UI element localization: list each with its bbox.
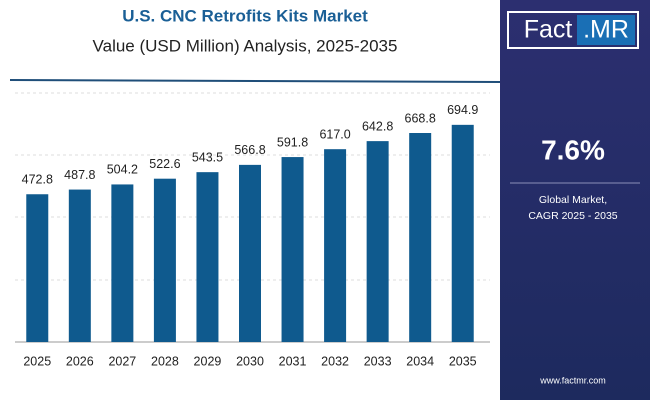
value-label: 543.5: [192, 150, 223, 164]
value-label: 566.8: [234, 143, 265, 157]
x-tick-label: 2035: [449, 354, 477, 368]
x-tick-label: 2025: [23, 354, 51, 368]
bar: [68, 189, 91, 342]
bar: [153, 178, 176, 342]
bar: [409, 133, 432, 342]
x-tick-label: 2028: [151, 354, 179, 368]
chart-title: U.S. CNC Retrofits Kits Market: [122, 6, 368, 25]
logo-box: [577, 15, 635, 45]
value-label: 617.0: [319, 127, 350, 141]
cagr-label: Global Market,: [539, 194, 607, 206]
website: www.factmr.com: [539, 375, 606, 385]
x-tick-label: 2029: [194, 354, 222, 368]
bar: [239, 164, 261, 342]
value-label: 522.6: [149, 157, 180, 171]
logo-text: Fact: [524, 16, 573, 44]
cagr-label: CAGR 2025 - 2035: [528, 210, 617, 222]
value-label: 504.2: [107, 163, 138, 177]
value-label: 487.8: [64, 168, 95, 182]
logo-text: .MR: [583, 16, 629, 44]
x-tick-label: 2030: [236, 354, 264, 368]
grid: [15, 92, 490, 281]
bar: [111, 184, 134, 342]
bar: [281, 157, 304, 342]
value-label: 472.8: [22, 173, 53, 187]
bar: [366, 141, 389, 342]
x-tick-label: 2026: [66, 354, 94, 368]
chart-subtitle: Value (USD Million) Analysis, 2025-2035: [93, 36, 398, 55]
x-tick-label: 2027: [108, 354, 136, 368]
bar: [26, 194, 49, 342]
x-tick-label: 2031: [279, 354, 307, 368]
side-panel: [500, 0, 650, 400]
value-label: 668.8: [405, 111, 436, 125]
x-tick-label: 2034: [406, 354, 434, 368]
x-tick-label: 2033: [364, 354, 392, 368]
bar: [196, 172, 219, 342]
title-rule: [9, 79, 501, 83]
bar: [324, 149, 347, 342]
value-label: 591.8: [277, 135, 308, 149]
logo-frame: [507, 11, 639, 49]
value-label: 642.8: [362, 119, 393, 133]
value-label: 694.9: [447, 103, 478, 117]
cagr-value: 7.6%: [541, 134, 605, 165]
x-tick-label: 2032: [321, 354, 349, 368]
bar: [451, 124, 474, 342]
